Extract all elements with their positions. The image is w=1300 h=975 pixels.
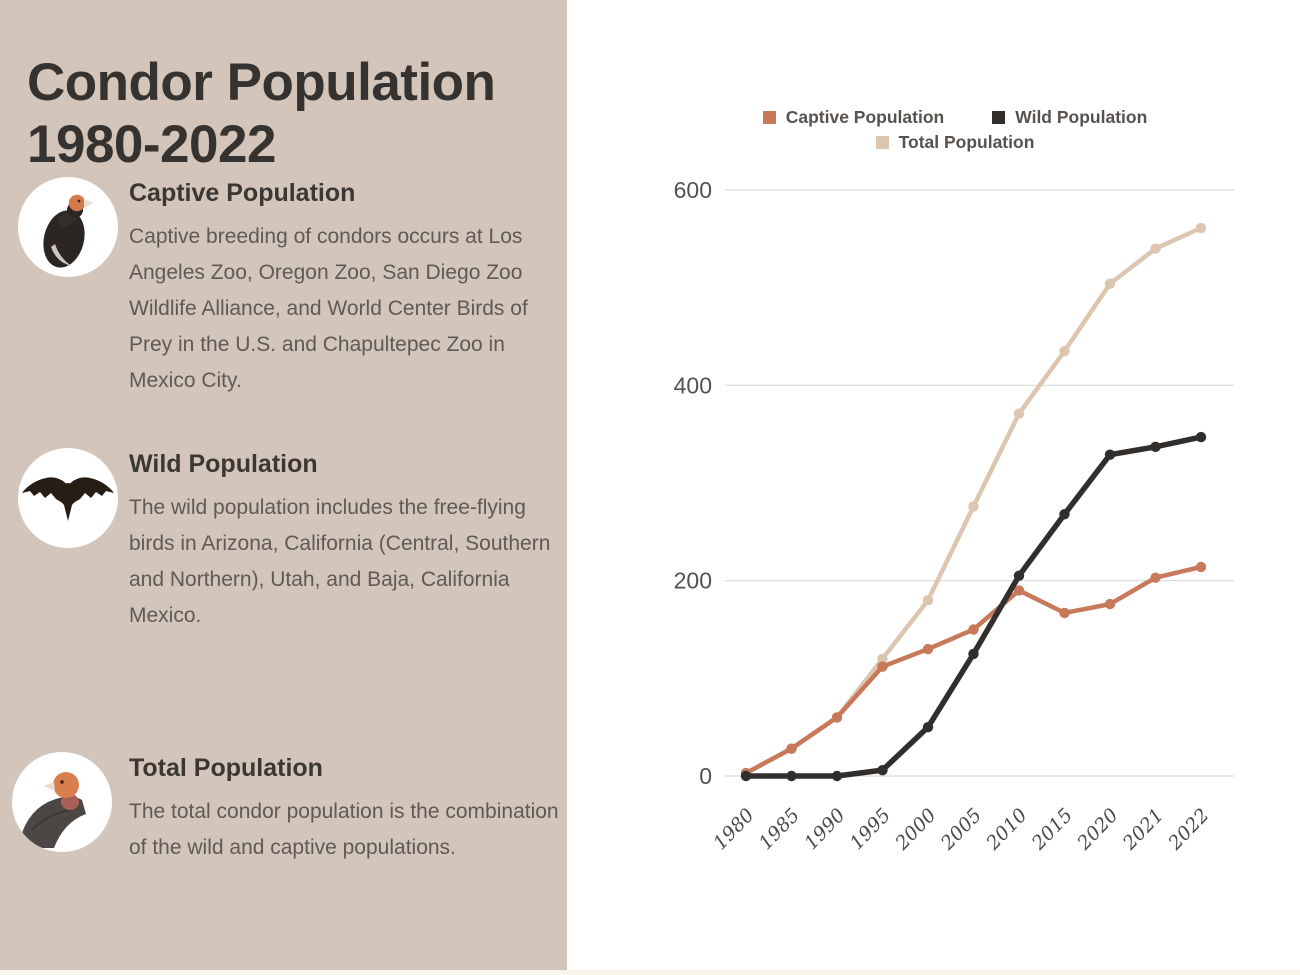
data-point: [786, 743, 797, 754]
data-point: [877, 661, 888, 672]
svg-text:400: 400: [674, 372, 712, 398]
data-point: [877, 764, 888, 776]
population-line-chart: 0200400600198019851990199520002005201020…: [674, 177, 1234, 855]
svg-text:2005: 2005: [936, 804, 986, 855]
svg-text:600: 600: [674, 177, 712, 203]
data-point: [1104, 278, 1116, 289]
data-point: [1013, 570, 1025, 581]
section-heading-captive: Captive Population: [129, 179, 356, 207]
data-point: [740, 770, 752, 782]
captive-condor-image: [18, 177, 118, 277]
data-point: [1195, 431, 1207, 443]
legend-label-wild: Wild Population: [1015, 107, 1148, 127]
legend-item-wild: Wild Population: [992, 107, 1147, 128]
wild-swatch-icon: [992, 111, 1006, 124]
section-body-total: The total condor population is the combi…: [129, 800, 559, 859]
legend-item-total: Total Population: [875, 132, 1035, 153]
total-condor-icon: [18, 772, 86, 848]
data-point: [1195, 561, 1207, 573]
svg-text:2010: 2010: [981, 804, 1031, 855]
data-point: [922, 595, 934, 606]
data-point: [968, 624, 979, 635]
data-point: [1195, 222, 1207, 234]
series-lines: [740, 222, 1207, 782]
info-panel: Condor Population 1980-2022 Captive Popu…: [0, 0, 567, 975]
legend-label-captive: Captive Population: [785, 107, 945, 127]
captive-swatch-icon: [762, 111, 776, 124]
data-point: [1059, 509, 1070, 520]
data-point: [922, 643, 934, 655]
data-point: [1150, 243, 1161, 254]
series-line: [743, 564, 1204, 776]
series-line: [743, 434, 1204, 779]
svg-text:2021: 2021: [1118, 804, 1168, 855]
series-line: [743, 225, 1204, 776]
wild-condor-image: [18, 448, 118, 548]
page-title: Condor Population 1980-2022: [27, 52, 547, 176]
data-point: [831, 712, 843, 723]
svg-text:200: 200: [674, 568, 712, 594]
y-gridlines: [725, 189, 1234, 777]
y-axis-labels: 0 200 400 600: [674, 177, 712, 789]
svg-text:2000: 2000: [890, 804, 940, 855]
data-point: [1059, 345, 1070, 357]
x-axis-labels: 1980198519901995200020052010201520202021…: [709, 804, 1213, 855]
section-body-captive: Captive breeding of condors occurs at Lo…: [129, 225, 528, 392]
bottom-edge-strip: [0, 970, 1300, 975]
data-point: [1104, 598, 1116, 610]
legend-label-total: Total Population: [898, 132, 1035, 152]
svg-text:1995: 1995: [846, 804, 895, 854]
data-point: [877, 653, 888, 664]
chart-legend: Captive Population Wild Population Total…: [640, 107, 1270, 153]
chart-panel: Captive Population Wild Population Total…: [567, 0, 1300, 975]
page-title-line1: Condor Population: [27, 52, 496, 112]
data-point: [831, 770, 843, 782]
data-point: [1059, 607, 1070, 619]
data-point: [968, 648, 979, 660]
svg-text:2022: 2022: [1163, 804, 1213, 855]
total-swatch-icon: [875, 136, 889, 149]
total-condor-image: [12, 752, 112, 852]
section-heading-wild: Wild Population: [129, 450, 318, 478]
svg-text:1980: 1980: [709, 804, 758, 854]
data-point: [786, 770, 797, 782]
data-point: [968, 501, 979, 512]
data-point: [1013, 408, 1025, 419]
svg-text:1985: 1985: [755, 804, 804, 854]
data-point: [922, 721, 934, 733]
data-point: [1150, 572, 1161, 583]
page-title-line2: 1980-2022: [27, 114, 276, 174]
data-point: [1104, 449, 1116, 460]
legend-item-captive: Captive Population: [762, 107, 945, 128]
data-point: [1013, 585, 1025, 596]
svg-text:2020: 2020: [1072, 804, 1122, 855]
svg-text:0: 0: [699, 763, 712, 789]
svg-text:2015: 2015: [1027, 804, 1077, 855]
svg-text:1990: 1990: [800, 804, 849, 854]
section-heading-total: Total Population: [129, 754, 323, 782]
captive-condor-icon: [43, 194, 94, 268]
section-body-wild: The wild population includes the free-fl…: [129, 496, 551, 627]
wild-condor-icon: [22, 477, 114, 521]
data-point: [1150, 441, 1161, 453]
